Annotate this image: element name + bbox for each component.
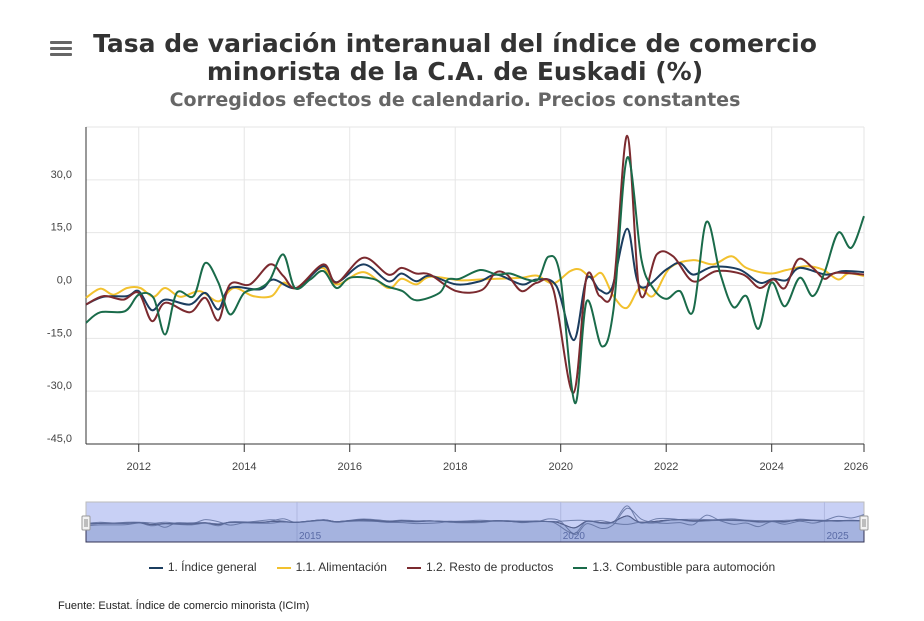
- y-tick-label: 15,0: [51, 222, 72, 234]
- series-line-1: [85, 227, 865, 342]
- x-axis: 2012 2014 2016 2018 2020 2022 2024 2026: [85, 127, 868, 473]
- legend: 1. Índice general 1.1. Alimentación 1.2. R…: [0, 560, 924, 574]
- grid: [86, 126, 865, 445]
- series-lines: [85, 134, 865, 405]
- navigator-label: 2025: [826, 531, 849, 542]
- navigator[interactable]: 2015 2020 2025: [81, 501, 869, 543]
- y-tick-label: -15,0: [47, 327, 72, 339]
- navigator-handle-right[interactable]: [859, 515, 869, 531]
- chart-title: Tasa de variación interanual del índice …: [60, 30, 850, 86]
- legend-item-1[interactable]: 1. Índice general: [148, 560, 257, 574]
- legend-label: 1.1. Alimentación: [295, 560, 387, 574]
- chart-subtitle: Corregidos efectos de calendario. Precio…: [169, 89, 741, 111]
- legend-label: 1.2. Resto de productos: [425, 560, 554, 574]
- title-line-2: minorista de la C.A. de Euskadi (%): [206, 57, 704, 86]
- x-tick-label: 2012: [127, 461, 151, 473]
- x-tick-label: 2018: [443, 461, 467, 473]
- legend-item-3[interactable]: 1.2. Resto de productos: [406, 560, 554, 574]
- x-tick-label: 2016: [337, 461, 361, 473]
- series-line-2: [85, 255, 865, 310]
- legend-label: 1. Índice general: [167, 560, 257, 574]
- navigator-handle-left[interactable]: [81, 515, 91, 531]
- x-tick-label: 2026: [844, 461, 868, 473]
- x-tick-label: 2024: [759, 461, 783, 473]
- series-line-4: [85, 156, 865, 405]
- navigator-label: 2015: [299, 531, 322, 542]
- x-tick-label: 2014: [232, 461, 256, 473]
- x-tick-label: 2020: [548, 461, 572, 473]
- y-tick-label: 0,0: [57, 275, 72, 287]
- source-note: Fuente: Eustat. Índice de comercio minor…: [58, 600, 310, 612]
- y-tick-label: -45,0: [47, 433, 72, 445]
- legend-label: 1.3. Combustible para automoción: [592, 560, 776, 574]
- legend-swatch: [148, 566, 163, 569]
- x-tick-label: 2022: [654, 461, 678, 473]
- title-line-1: Tasa de variación interanual del índice …: [93, 29, 817, 58]
- y-tick-label: 30,0: [51, 169, 72, 181]
- legend-swatch: [276, 566, 291, 569]
- legend-item-2[interactable]: 1.1. Alimentación: [276, 560, 387, 574]
- series-line-3: [85, 134, 865, 394]
- y-axis-labels: -45,0 -30,0 -15,0 0,0 15,0 30,0: [47, 169, 72, 445]
- y-tick-label: -30,0: [47, 380, 72, 392]
- legend-swatch: [573, 566, 588, 569]
- legend-item-4[interactable]: 1.3. Combustible para automoción: [573, 560, 775, 574]
- navigator-label: 2020: [563, 531, 586, 542]
- legend-swatch: [406, 566, 421, 569]
- hamburger-menu-icon[interactable]: [50, 38, 72, 58]
- navigator-series-line: [85, 507, 865, 536]
